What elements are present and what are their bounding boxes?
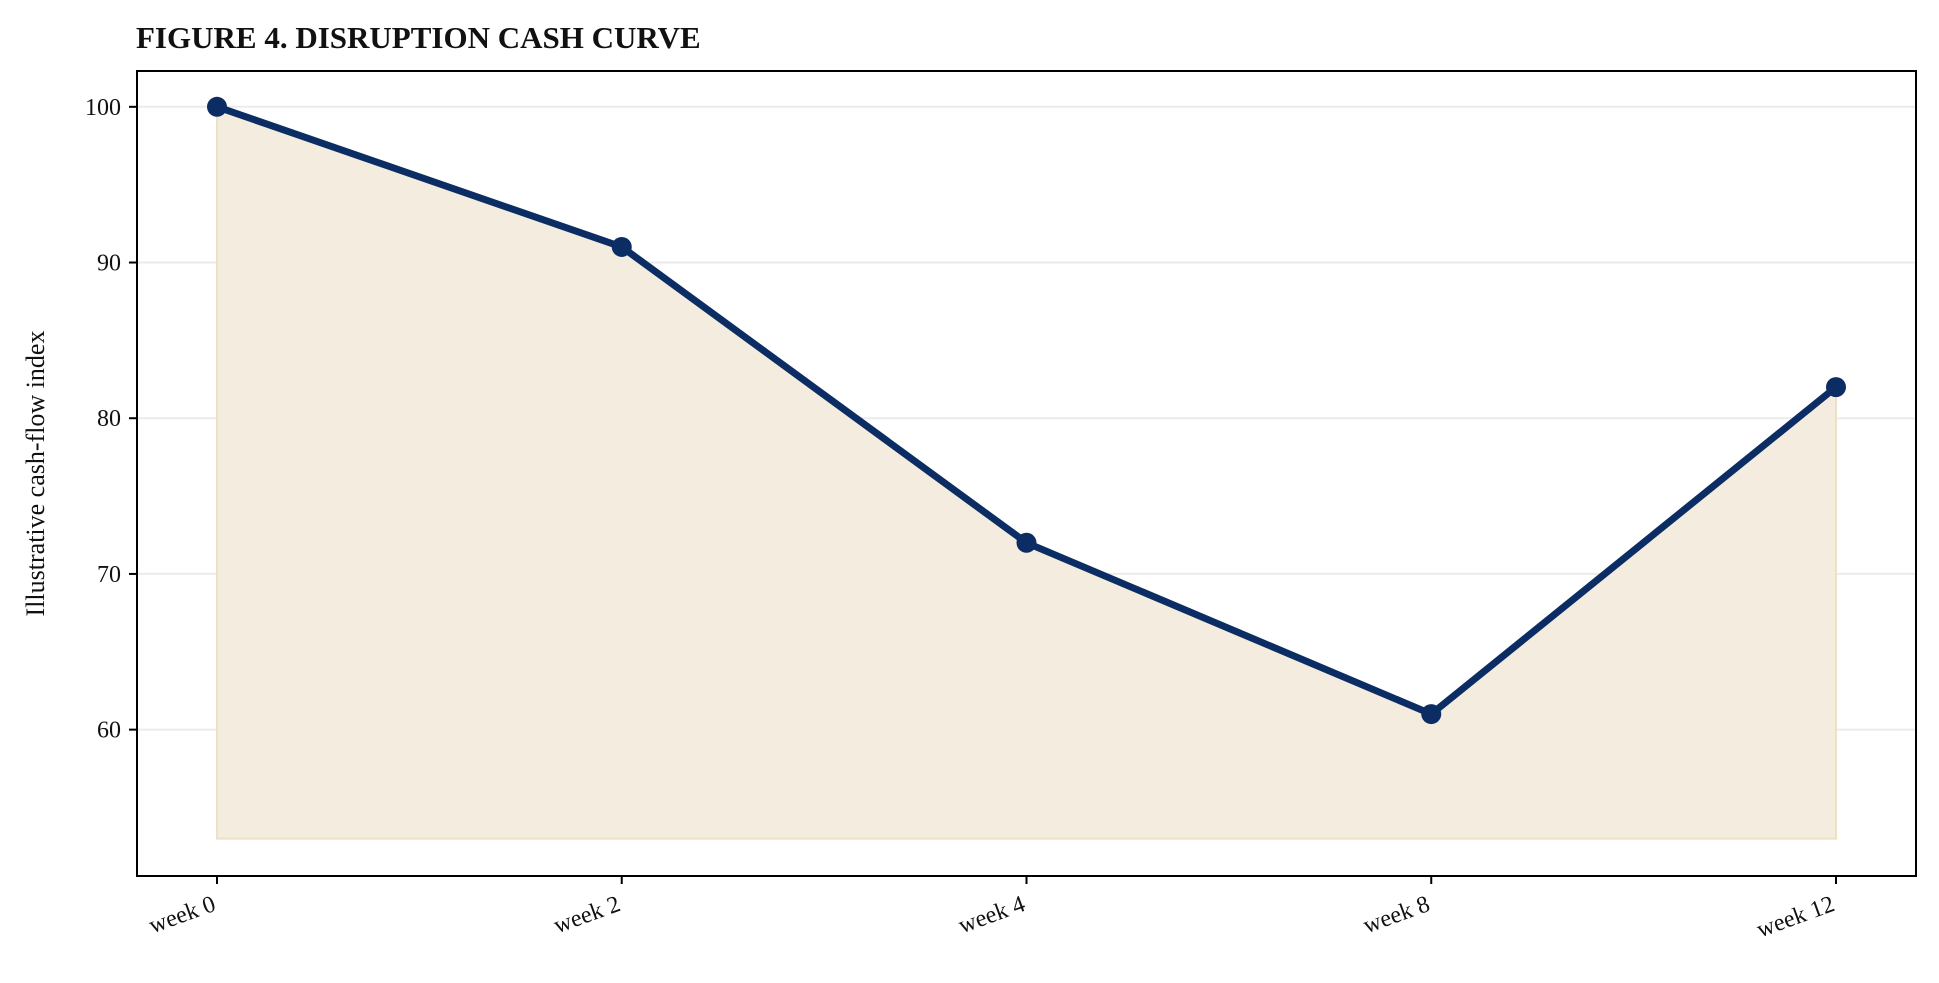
x-tick-label: week 12	[1753, 891, 1838, 943]
y-tick-label: 100	[85, 95, 121, 121]
x-tick-label: week 0	[146, 891, 219, 939]
data-point	[1421, 704, 1442, 725]
x-tick-label: week 2	[550, 891, 623, 939]
y-tick-label: 60	[97, 718, 121, 744]
y-tick-label: 80	[97, 406, 121, 432]
data-points	[207, 96, 1846, 725]
x-tick-label: week 8	[1360, 891, 1433, 939]
area-fill	[216, 105, 1837, 840]
y-tick-label: 70	[97, 562, 121, 588]
data-point	[1826, 377, 1846, 398]
data-point	[207, 96, 227, 117]
x-tick-label: week 4	[955, 891, 1028, 939]
y-axis: 60 70 80 90 100	[85, 95, 137, 744]
x-axis: week 0 week 2 week 4 week 8 week 12	[146, 876, 1838, 943]
data-point	[1016, 532, 1037, 553]
y-axis-label: Illustrative cash-flow index	[21, 331, 50, 617]
y-tick-label: 90	[97, 251, 121, 277]
chart-title: FIGURE 4. DISRUPTION CASH CURVE	[136, 20, 701, 55]
data-point	[611, 236, 632, 257]
